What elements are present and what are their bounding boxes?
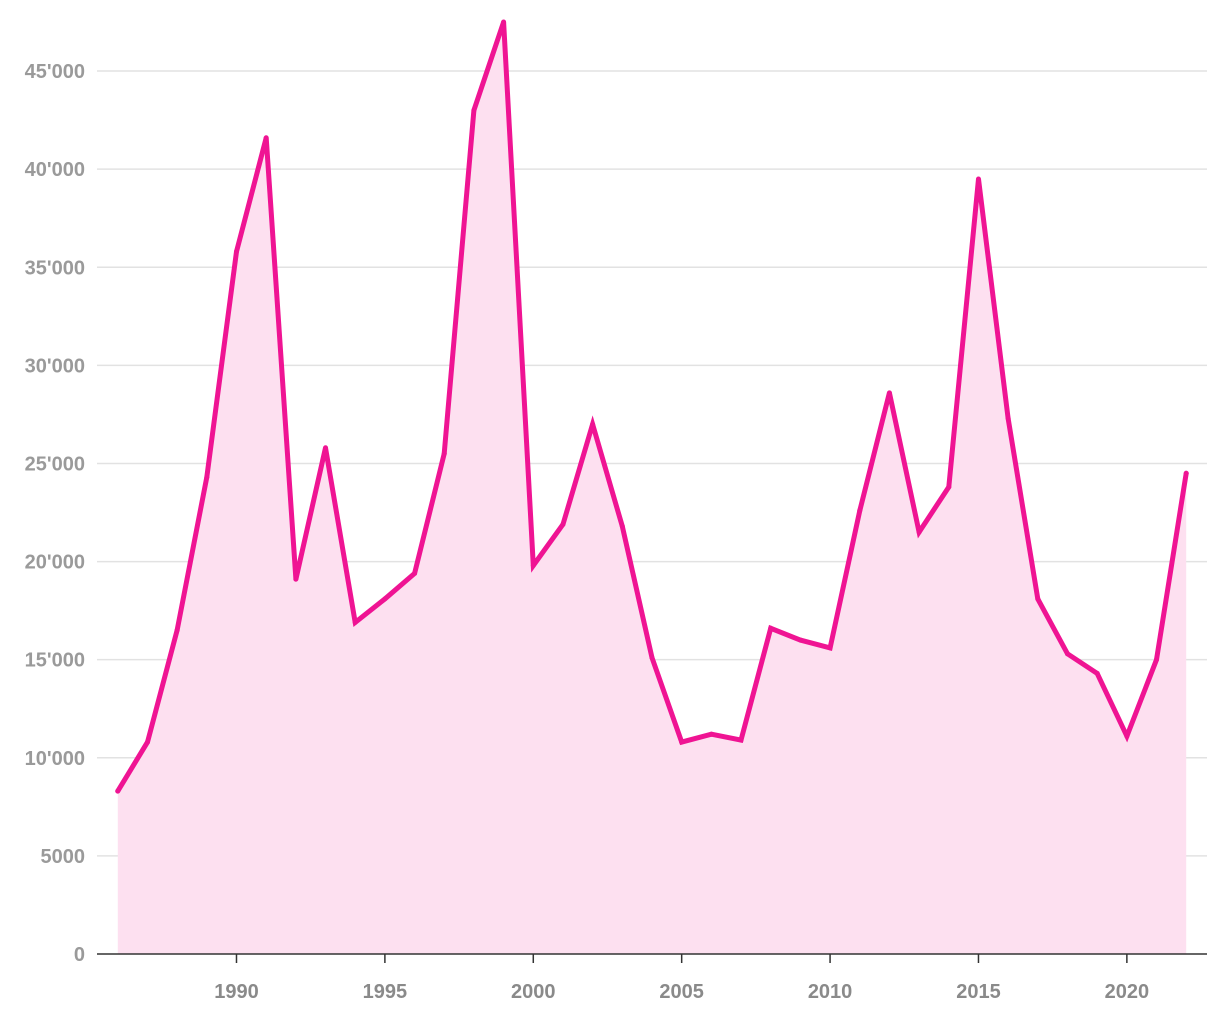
data-point — [1094, 670, 1100, 676]
x-tick-label: 1995 — [363, 981, 408, 1003]
y-tick-label: 5000 — [41, 846, 86, 868]
data-point — [1124, 733, 1130, 739]
data-point — [293, 576, 299, 582]
data-point — [263, 135, 269, 141]
y-tick-label: 0 — [74, 944, 85, 966]
data-point — [530, 563, 536, 569]
data-point — [174, 627, 180, 633]
x-tick-label: 2010 — [808, 981, 853, 1003]
data-point — [501, 19, 507, 25]
data-point — [946, 484, 952, 490]
data-point — [1065, 651, 1071, 657]
data-point — [649, 655, 655, 661]
data-point — [1154, 657, 1160, 663]
data-point — [204, 474, 210, 480]
data-point — [797, 637, 803, 643]
data-point — [975, 176, 981, 182]
series-area — [117, 22, 1187, 954]
y-tick-label: 10'000 — [25, 748, 85, 770]
y-tick-label: 30'000 — [25, 355, 85, 377]
y-tick-label: 40'000 — [25, 159, 85, 181]
data-point — [708, 731, 714, 737]
data-point — [144, 739, 150, 745]
data-point — [857, 508, 863, 514]
data-point — [619, 523, 625, 529]
data-point — [768, 625, 774, 631]
data-point — [471, 107, 477, 113]
x-tick-label: 1990 — [214, 981, 259, 1003]
y-tick-label: 35'000 — [25, 257, 85, 279]
data-point — [412, 570, 418, 576]
data-point — [679, 739, 685, 745]
data-point — [115, 788, 121, 794]
data-point — [323, 445, 329, 451]
data-point — [382, 596, 388, 602]
data-point — [352, 619, 358, 625]
series-line-layer — [115, 19, 1189, 794]
x-axis — [97, 953, 1207, 963]
x-tick-label: 2020 — [1105, 981, 1150, 1003]
x-tick-label: 2000 — [511, 981, 556, 1003]
data-point — [827, 645, 833, 651]
x-tick-label: 2005 — [659, 981, 704, 1003]
data-point — [590, 421, 596, 427]
data-point — [1183, 470, 1189, 476]
x-axis-tick-labels: 1990 1995 2000 2005 2010 2015 2020 — [214, 981, 1149, 1003]
data-point — [560, 521, 566, 527]
y-tick-label: 15'000 — [25, 650, 85, 672]
y-axis-tick-labels: 0 5000 10'000 15'000 20'000 25'000 30'000 35'00… — [25, 61, 85, 966]
data-point — [886, 390, 892, 396]
data-point — [233, 249, 239, 255]
x-tick-label: 2015 — [956, 981, 1001, 1003]
data-point — [1005, 415, 1011, 421]
data-point — [441, 451, 447, 457]
area-fill-layer — [117, 22, 1187, 954]
y-tick-label: 25'000 — [25, 453, 85, 475]
y-tick-label: 20'000 — [25, 552, 85, 574]
y-tick-label: 45'000 — [25, 61, 85, 83]
data-point — [1035, 596, 1041, 602]
data-point — [738, 737, 744, 743]
data-point — [916, 529, 922, 535]
